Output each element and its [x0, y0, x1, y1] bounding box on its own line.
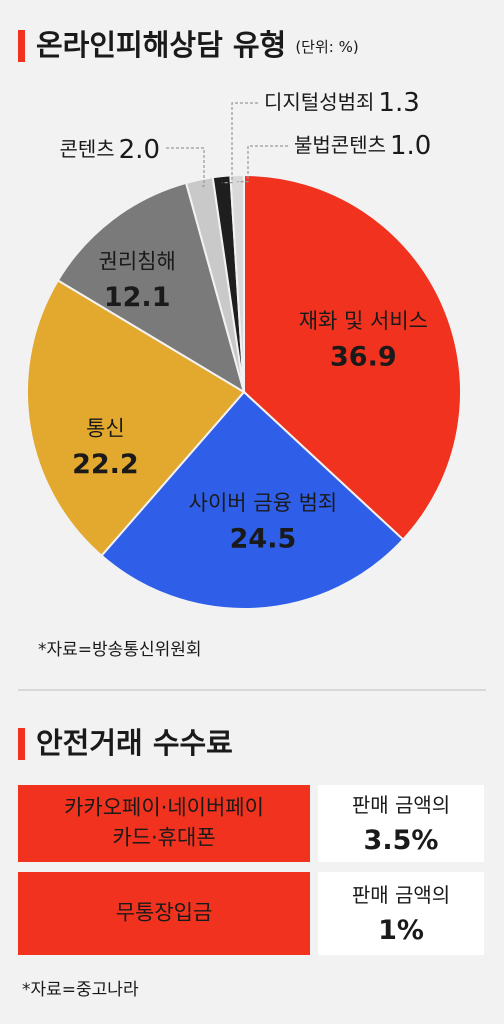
method-text: 카카오페이·네이버페이 [64, 796, 264, 820]
slice-label: 디지털성범죄 1.3 [264, 88, 420, 118]
table-title-marker [18, 728, 25, 760]
leader-line [237, 145, 288, 183]
fee-label: 판매 금액의 [352, 793, 450, 817]
chart-title-group: 온라인피해상담 유형 (단위: %) [36, 28, 359, 62]
chart-title: 온라인피해상담 유형 [36, 28, 286, 62]
fee-cell [318, 785, 484, 862]
method-cell [18, 872, 310, 955]
slice-name: 디지털성범죄 [264, 90, 374, 114]
slice-name: 불법콘텐츠 [294, 133, 386, 157]
slice-name: 통신 [86, 416, 125, 440]
pie-slice [26, 278, 246, 558]
pie-slice [229, 173, 245, 393]
fee-value: 3.5% [364, 825, 439, 856]
table-source: *자료=중고나라 [22, 980, 139, 1000]
unit: (단위: %) [295, 38, 358, 56]
slice-value: 22.2 [72, 449, 139, 480]
slice-value: 1.0 [390, 131, 431, 161]
title-marker [18, 30, 25, 62]
leader-line [222, 102, 258, 184]
slice-label: 불법콘텐츠 1.0 [294, 131, 431, 161]
method-text: 카드·휴대폰 [112, 826, 215, 850]
slice-label: 콘텐츠 2.0 [59, 135, 160, 165]
slice-name: 사이버 금융 범죄 [189, 491, 338, 515]
slice-value: 36.9 [330, 341, 397, 372]
method-cell [18, 785, 310, 862]
slice-value: 24.5 [230, 524, 297, 555]
method-text: 무통장입금 [116, 901, 213, 925]
fee-label: 판매 금액의 [352, 883, 450, 907]
pie-slice [243, 173, 462, 541]
fee-value: 1% [378, 915, 424, 946]
chart-source: *자료=방송통신위원회 [38, 640, 202, 660]
slice-value: 12.1 [104, 282, 171, 313]
slice-value: 1.3 [378, 88, 419, 118]
pie-slice [100, 390, 405, 610]
fee-cell [318, 872, 484, 955]
slice-name: 권리침해 [99, 249, 176, 273]
slice-name: 재화 및 서비스 [299, 309, 428, 333]
pie-labels: 재화 및 서비스 36.9 사이버 금융 범죄 24.5 통신 22.2 권리침해 12.1 콘… [59, 88, 431, 555]
pie [26, 173, 462, 610]
pie-slice [56, 181, 246, 395]
slice-value: 2.0 [119, 135, 160, 165]
slice-name: 콘텐츠 [59, 137, 114, 161]
leader-line [166, 147, 205, 187]
table-title: 안전거래 수수료 [36, 726, 233, 760]
